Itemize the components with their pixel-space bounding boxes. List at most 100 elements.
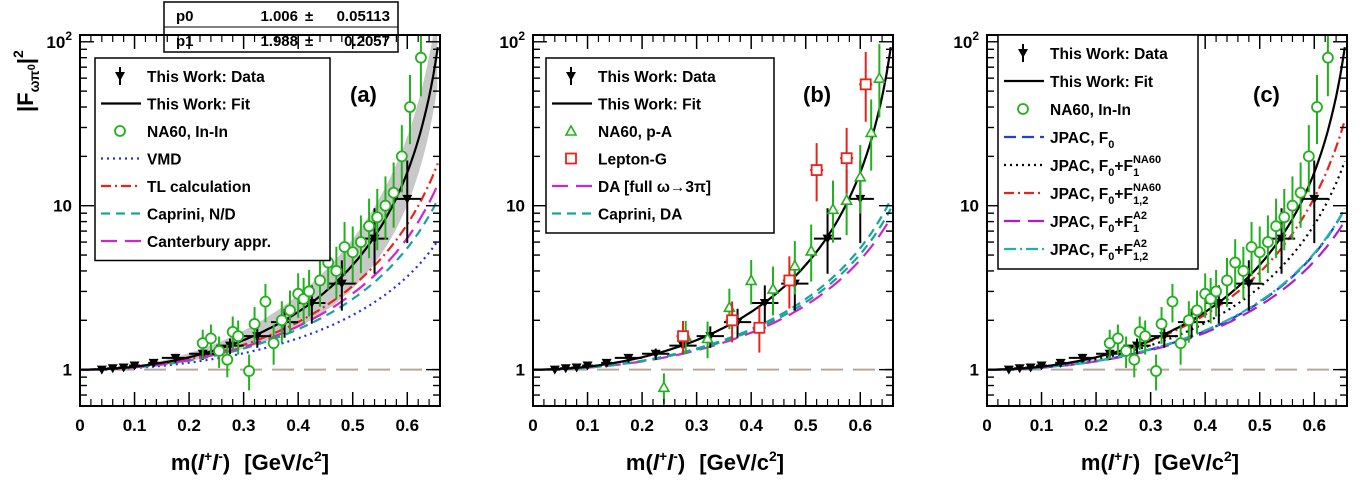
na60-point: [1278, 188, 1291, 251]
na60-marker: [232, 330, 245, 343]
data-point: [642, 348, 670, 360]
na60-point: [657, 373, 671, 404]
data-marker-triangle: [650, 349, 661, 359]
na60-point: [205, 324, 217, 355]
jpac-na60-f1-curve: [987, 160, 1346, 371]
na60-pa-marker: [701, 331, 714, 344]
tl-calculation-curve: [80, 162, 439, 371]
data-marker-triangle: [1243, 279, 1254, 289]
legend: This Work: Data This Work: Fit NA60, In-In…: [94, 57, 331, 262]
legend-label: This Work: Data: [598, 69, 716, 86]
na60-point: [1204, 277, 1217, 324]
na60-marker: [1237, 265, 1250, 277]
na60-point: [1302, 125, 1315, 193]
na60-point: [1150, 354, 1162, 391]
fit-p0-err: 0.05113: [337, 8, 390, 25]
svg-text:|Fωπ0|2: |Fωπ0|2: [10, 50, 42, 112]
lepton-g-point: [840, 127, 854, 194]
caprini-da-curve-2: [533, 208, 892, 371]
data-marker-triangle: [1014, 364, 1025, 374]
jpac-a2-f1-curve: [987, 220, 1346, 371]
na60-marker: [1166, 295, 1179, 308]
legend-label: JPAC, F0+FNA60 1: [1050, 154, 1161, 179]
legend-box: [997, 34, 1199, 270]
y-tick-label-top: 102: [46, 29, 72, 52]
ylabel-sup2: 2: [10, 50, 26, 58]
lepton-g-marker: [783, 274, 796, 287]
data-marker-triangle: [759, 298, 770, 308]
legend-entry: This Work: Data: [115, 67, 265, 86]
x-tick-label: 0.5: [341, 416, 365, 435]
data-point: [1055, 358, 1067, 368]
legend-label: NA60, In-In: [147, 124, 228, 141]
xlabel-m: m(: [1081, 450, 1109, 475]
na60-point: [853, 145, 867, 214]
legend-sup: A2: [1133, 210, 1147, 222]
legend-sub: 1: [1133, 223, 1139, 235]
legend-sub: 0: [1108, 223, 1114, 235]
na60-marker: [1322, 51, 1334, 64]
na60-point: [267, 324, 280, 365]
legend-entry: DA [full ω→3π]: [552, 179, 711, 196]
x-tick-label: 0.5: [1248, 416, 1272, 435]
na60-marker: [1174, 337, 1187, 350]
na60-point: [314, 257, 326, 307]
legend-label: Lepton-G: [598, 152, 667, 169]
na60-point: [338, 222, 351, 277]
data-point: [393, 160, 421, 244]
panel-label: (c): [1253, 82, 1280, 107]
data-point: [107, 364, 119, 374]
na60-pa-marker: [826, 202, 840, 215]
xlabel-l1: l: [653, 450, 660, 475]
na60-marker: [346, 246, 359, 259]
legend-label: JPAC, F0+FA2 1: [1050, 210, 1147, 235]
legend-text: JPAC, F: [1050, 158, 1108, 175]
na60-point: [387, 162, 400, 228]
na60-pa-marker: [788, 259, 802, 271]
na60-point: [243, 354, 255, 391]
legend-entry: NA60, p-A: [564, 124, 672, 141]
legend-label: This Work: Fit: [1050, 74, 1153, 91]
na60-marker: [330, 265, 343, 277]
legend-label: TL calculation: [147, 179, 251, 196]
legend-text: +F: [1114, 186, 1133, 203]
legend-text: JPAC, F: [1050, 242, 1108, 259]
fit-p0-value: 1.006: [260, 8, 298, 25]
data-point: [1025, 363, 1037, 373]
na60-marker: [267, 337, 280, 350]
data-marker-triangle: [129, 361, 140, 371]
data-point: [1036, 361, 1047, 371]
data-marker-triangle: [571, 363, 582, 373]
x-tick-label: 0.6: [1302, 416, 1326, 435]
data-point: [148, 358, 160, 368]
na60-point: [1112, 324, 1124, 355]
na60-marker: [387, 186, 400, 199]
y-tick-exp: 2: [972, 29, 979, 43]
legend-label: This Work: Fit: [147, 97, 250, 114]
legend-text: JPAC, F: [1050, 214, 1108, 231]
data-marker-triangle: [170, 353, 181, 363]
legend-sub: 1,2: [1133, 195, 1148, 207]
na60-point: [864, 99, 878, 171]
na60-point: [1155, 307, 1168, 344]
data-marker-triangle: [1309, 194, 1320, 204]
panel-label: (b): [803, 82, 831, 107]
na60-marker: [1182, 314, 1195, 327]
lepton-g-marker: [840, 152, 853, 165]
x-tick-label: 0.4: [286, 416, 310, 435]
lepton-g-marker: [677, 330, 689, 343]
na60-pa-marker: [766, 282, 780, 294]
na60-marker: [1253, 246, 1266, 259]
xlabel-close: ): [223, 450, 230, 475]
lepton-g-point: [782, 256, 796, 309]
legend-symbol-data: [1018, 49, 1028, 58]
lepton-g-point: [752, 306, 766, 353]
xlabel-l1: l: [1108, 450, 1115, 475]
na60-pa-marker: [840, 193, 853, 206]
na60-point: [395, 125, 408, 193]
na60-point: [346, 226, 359, 283]
legend-entry: Lepton-G: [565, 152, 667, 169]
data-point: [1003, 365, 1015, 375]
